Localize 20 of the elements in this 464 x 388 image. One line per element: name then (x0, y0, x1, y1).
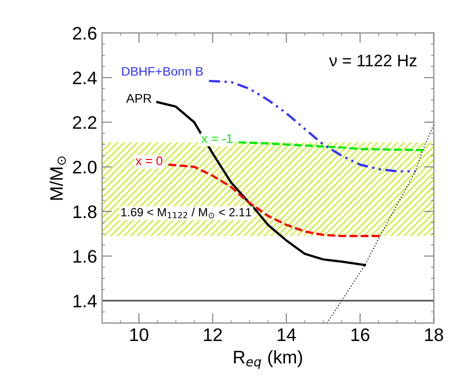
y-tick-label: 2.0 (73, 160, 97, 174)
series-label: x = -1 (201, 134, 232, 143)
y-tick-label: 1.6 (74, 250, 96, 263)
y-axis-title: M/M$_{⊙}$ (50, 156, 66, 200)
y-tick-label: 2.2 (73, 116, 96, 129)
x-axis-title: R$_{eq}$ (km) (234, 350, 302, 369)
y-tick-label: 1.8 (74, 205, 96, 218)
series-label: x = 0 (136, 156, 162, 166)
x-tick-label: 18 (425, 328, 444, 342)
x-tick-label: 10 (130, 328, 148, 342)
x-tick-label: 14 (278, 328, 296, 341)
y-tick-label: 1.4 (74, 294, 97, 308)
x-tick-label: 16 (351, 328, 370, 342)
y-tick-label: 2.6 (73, 26, 96, 40)
y-tick-label: 2.4 (73, 72, 97, 84)
band-label: 1.69 < M$_{1122}$ / M$_{⊙}$ < 2.11 (121, 208, 252, 218)
annotation: ν = 1122 Hz (329, 54, 416, 66)
series-label: DBHF+Bonn B (122, 67, 203, 76)
x-tick-label: 12 (204, 328, 222, 341)
series-label: APR (126, 94, 152, 103)
